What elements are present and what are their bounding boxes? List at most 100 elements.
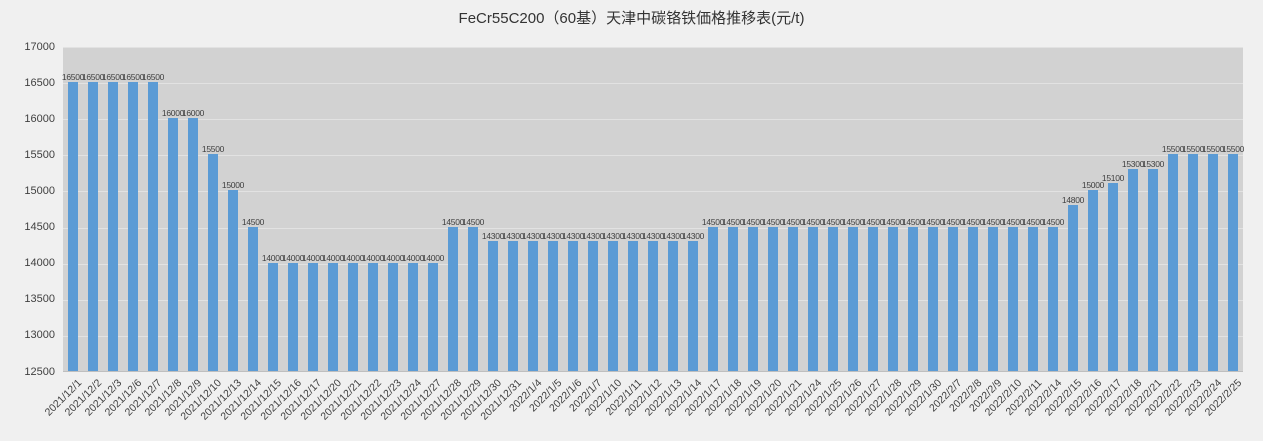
- bar: [1088, 190, 1098, 371]
- data-label: 14500: [961, 216, 985, 227]
- bar: [528, 241, 538, 371]
- bar: [1228, 154, 1238, 371]
- data-label: 14000: [281, 252, 305, 263]
- data-label: 14000: [421, 252, 445, 263]
- data-label: 15000: [1081, 180, 1105, 191]
- data-label: 16500: [141, 72, 165, 83]
- data-label: 14000: [361, 252, 385, 263]
- bar: [228, 190, 238, 371]
- bar: [828, 226, 838, 371]
- bar: [928, 226, 938, 371]
- bar: [348, 262, 358, 371]
- data-label: 14000: [301, 252, 325, 263]
- bar: [948, 226, 958, 371]
- bar: [508, 241, 518, 371]
- data-label: 14300: [621, 231, 645, 241]
- y-axis-tick-label: 13000: [24, 329, 55, 342]
- data-label: 14500: [721, 216, 745, 227]
- bar: [1208, 154, 1218, 371]
- data-label: 14300: [601, 231, 625, 241]
- bar: [68, 82, 78, 371]
- bar: [408, 262, 418, 371]
- bar: [588, 241, 598, 371]
- data-label: 16500: [121, 72, 145, 83]
- bar: [388, 262, 398, 371]
- bar: [1048, 226, 1058, 371]
- data-label: 14800: [1061, 194, 1085, 205]
- bar: [788, 226, 798, 371]
- data-label: 14500: [441, 216, 465, 227]
- data-label: 14500: [821, 216, 845, 227]
- data-label: 14500: [741, 216, 765, 227]
- data-label: 14000: [341, 252, 365, 263]
- y-axis-tick-label: 16500: [24, 76, 55, 89]
- bar: [1028, 226, 1038, 371]
- data-label: 14500: [901, 216, 925, 227]
- bar: [188, 118, 198, 371]
- bar: [108, 82, 118, 371]
- data-label: 14000: [321, 252, 345, 263]
- bar: [728, 226, 738, 371]
- data-label: 14500: [1001, 216, 1025, 227]
- bar: [1188, 154, 1198, 371]
- data-label: 15500: [201, 144, 225, 155]
- data-label: 14500: [461, 216, 485, 227]
- bar: [288, 262, 298, 371]
- bar: [368, 262, 378, 371]
- data-label: 14000: [381, 252, 405, 263]
- bar: [268, 262, 278, 371]
- bar: [968, 226, 978, 371]
- plot-area: [63, 47, 1243, 372]
- data-label: 14300: [561, 231, 585, 241]
- bar: [548, 241, 558, 371]
- bar: [128, 82, 138, 371]
- data-label: 14300: [541, 231, 565, 241]
- bar: [708, 226, 718, 371]
- bar: [768, 226, 778, 371]
- gridline: [63, 155, 1243, 157]
- data-label: 16500: [61, 72, 85, 83]
- gridline: [63, 227, 1243, 229]
- data-label: 14300: [481, 231, 505, 241]
- data-label: 14300: [641, 231, 665, 241]
- data-label: 14500: [241, 216, 265, 227]
- y-axis-tick-label: 14000: [24, 257, 55, 270]
- data-label: 15300: [1141, 158, 1165, 169]
- bar: [1148, 168, 1158, 371]
- y-axis-tick-label: 13500: [24, 293, 55, 306]
- data-label: 15500: [1181, 144, 1205, 155]
- y-axis-tick-label: 15000: [24, 184, 55, 197]
- data-label: 14300: [521, 231, 545, 241]
- y-axis-tick-label: 12500: [24, 365, 55, 378]
- bar: [668, 241, 678, 371]
- data-label: 16000: [161, 108, 185, 119]
- data-label: 14500: [941, 216, 965, 227]
- data-label: 15500: [1161, 144, 1185, 155]
- data-label: 14300: [501, 231, 525, 241]
- gridline: [63, 119, 1243, 121]
- gridline: [63, 83, 1243, 85]
- bar: [1108, 183, 1118, 371]
- y-axis-tick-label: 15500: [24, 148, 55, 161]
- data-label: 15500: [1201, 144, 1225, 155]
- gridline: [63, 191, 1243, 193]
- bar: [808, 226, 818, 371]
- bar: [628, 241, 638, 371]
- gridline: [63, 47, 1243, 48]
- data-label: 15100: [1101, 173, 1125, 184]
- data-label: 14500: [801, 216, 825, 227]
- bar: [748, 226, 758, 371]
- y-axis-tick-label: 14500: [24, 221, 55, 234]
- data-label: 14300: [581, 231, 605, 241]
- bar: [1128, 168, 1138, 371]
- data-label: 14500: [921, 216, 945, 227]
- bar: [608, 241, 618, 371]
- bar: [328, 262, 338, 371]
- data-label: 16500: [101, 72, 125, 83]
- data-label: 14000: [401, 252, 425, 263]
- bar: [988, 226, 998, 371]
- bar: [568, 241, 578, 371]
- bar: [308, 262, 318, 371]
- data-label: 14300: [661, 231, 685, 241]
